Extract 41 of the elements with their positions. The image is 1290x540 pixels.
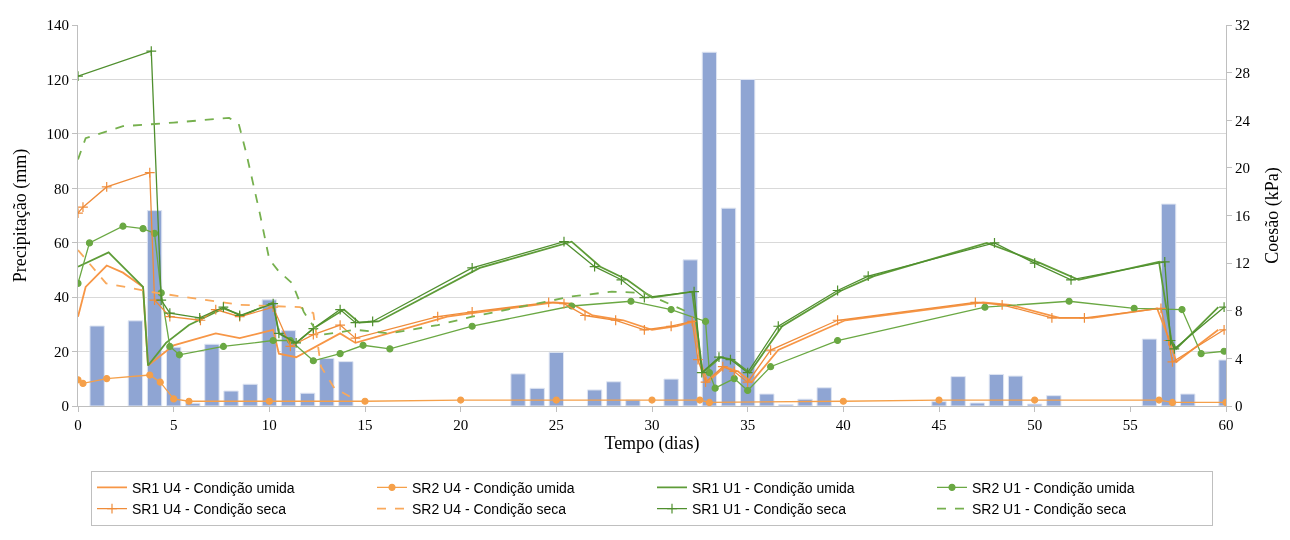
x-tick-label: 25 xyxy=(548,417,564,433)
y-tick-label: 120 xyxy=(46,71,69,88)
legend-label: SR1 U4 - Condição seca xyxy=(132,501,287,518)
y-axis-title: Precipitação (mm) xyxy=(9,148,31,283)
x-tick-label: 40 xyxy=(835,417,851,433)
x-tick-label: 10 xyxy=(261,417,277,433)
y2-tick-label: 16 xyxy=(1235,207,1251,224)
y-tick-label: 140 xyxy=(46,17,69,34)
x-tick-label: 45 xyxy=(931,417,947,433)
y-tick-label: 40 xyxy=(54,289,69,306)
x-tick-label: 60 xyxy=(1218,417,1234,433)
y-tick-label: 60 xyxy=(54,234,69,251)
y-tick-label: 20 xyxy=(54,343,69,360)
x-tick-label: 50 xyxy=(1027,417,1043,433)
y2-tick-label: 24 xyxy=(1235,112,1251,129)
y2-axis-title: Coesão (kPa) xyxy=(1261,167,1283,264)
y2-tick-label: 28 xyxy=(1235,64,1250,81)
legend-label: SR2 U4 - Condição seca xyxy=(412,501,567,518)
legend-label: SR2 U1 - Condição seca xyxy=(972,501,1127,518)
y2-tick-label: 32 xyxy=(1235,17,1250,34)
legend-label: SR2 U4 - Condição umida xyxy=(412,479,575,496)
y-tick-label: 80 xyxy=(54,180,69,197)
y2-tick-label: 0 xyxy=(1235,398,1243,415)
y-tick-label: 0 xyxy=(61,398,69,415)
legend-label: SR1 U4 - Condição umida xyxy=(132,479,295,496)
y2-tick-label: 8 xyxy=(1235,303,1243,319)
x-tick-label: 0 xyxy=(74,417,82,433)
x-tick-label: 5 xyxy=(169,417,178,433)
x-tick-label: 20 xyxy=(453,417,469,433)
legend-label: SR1 U1 - Condição umida xyxy=(692,479,855,496)
x-tick-label: 35 xyxy=(740,417,756,433)
legend-label: SR2 U1 - Condição umida xyxy=(972,479,1135,496)
x-axis-title: Tempo (dias) xyxy=(604,433,700,455)
x-tick-label: 30 xyxy=(644,417,660,433)
y-tick-label: 100 xyxy=(46,126,69,143)
y2-tick-label: 12 xyxy=(1235,255,1250,272)
y2-tick-label: 20 xyxy=(1235,160,1250,177)
x-tick-label: 15 xyxy=(357,417,373,433)
x-tick-label: 55 xyxy=(1122,417,1138,433)
legend-label: SR1 U1 - Condição seca xyxy=(692,501,847,518)
y2-tick-label: 4 xyxy=(1235,350,1243,367)
